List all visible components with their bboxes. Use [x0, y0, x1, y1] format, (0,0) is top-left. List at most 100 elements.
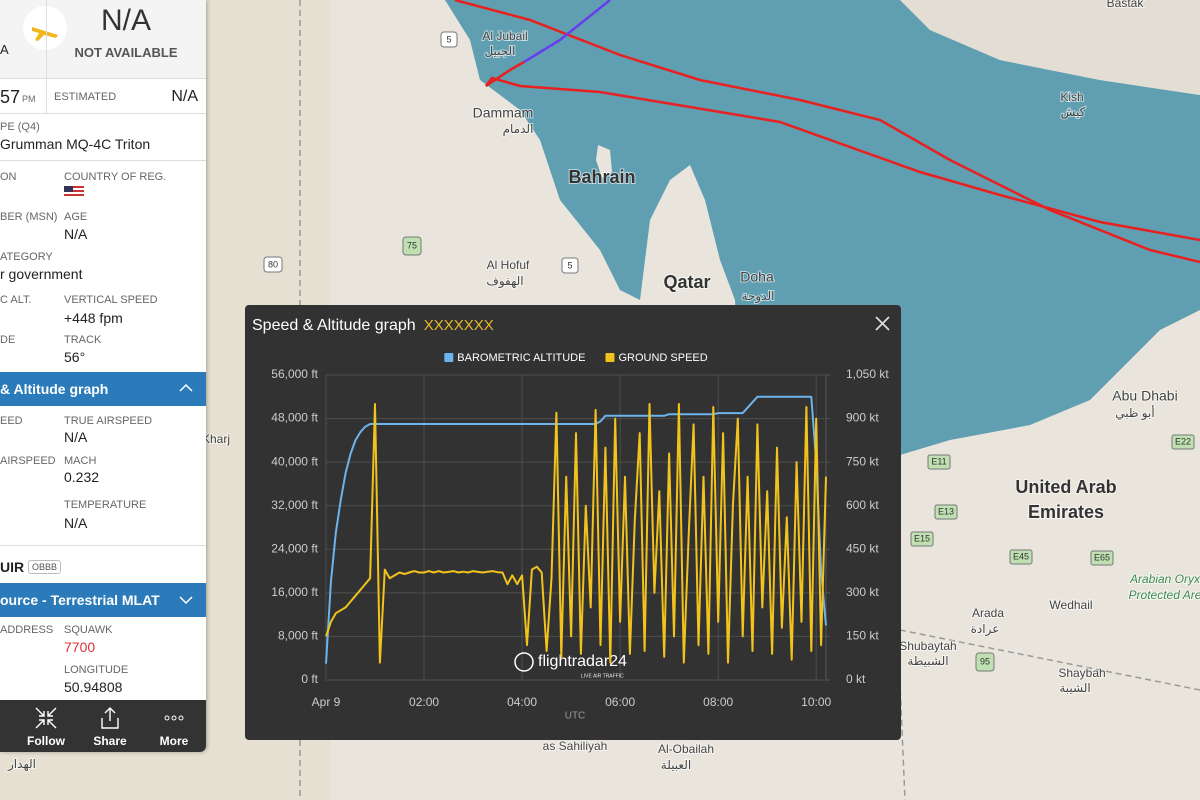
label: COUNTRY OF REG.	[64, 171, 167, 183]
label: C ALT.	[0, 294, 32, 306]
place: Dammam	[473, 105, 534, 121]
value: 50.94808	[64, 679, 123, 695]
status-sub: NOT AVAILABLE	[74, 45, 178, 60]
place: Bahrain	[568, 167, 635, 187]
y-tick-label: 16,000 ft	[271, 585, 318, 599]
road-number: 80	[268, 259, 278, 269]
x-tick-label: 06:00	[605, 695, 635, 709]
place: أبو ظبي	[1115, 405, 1154, 421]
y2-tick-label: 450 kt	[846, 541, 879, 555]
road-number: E22	[1175, 436, 1191, 446]
y2-tick-label: 150 kt	[846, 629, 879, 643]
label: ON	[0, 171, 17, 183]
flight-path	[454, 0, 1200, 264]
divider	[0, 160, 206, 161]
y2-tick-label: 900 kt	[846, 411, 879, 425]
place: Kharj	[202, 432, 230, 446]
section-header[interactable]	[0, 372, 206, 406]
road-number: E65	[1094, 552, 1110, 562]
share-icon[interactable]	[98, 706, 122, 730]
chart-title: Speed & Altitude graph	[252, 317, 416, 334]
place: الشيبة	[1059, 681, 1090, 695]
watermark-logo	[514, 652, 534, 672]
time-suffix: PM	[22, 94, 36, 104]
y2-tick-label: 0 kt	[846, 672, 866, 686]
section-title[interactable]: ource - Terrestrial MLAT	[0, 592, 160, 608]
legend-label: GROUND SPEED	[618, 352, 707, 364]
value: 56°	[64, 349, 86, 365]
road-number: 5	[446, 34, 451, 44]
watermark-sub: LIVE AIR TRAFFIC	[581, 673, 624, 679]
more-icon[interactable]	[162, 706, 186, 730]
label: TEMPERATURE	[64, 499, 147, 511]
y-tick-label: 40,000 ft	[271, 454, 318, 468]
value: +448 fpm	[64, 310, 123, 326]
x-tick-label: 08:00	[703, 695, 733, 709]
road-number: E13	[938, 506, 954, 516]
place: Bastak	[1107, 0, 1145, 10]
action-label[interactable]: Follow	[27, 734, 65, 748]
close-button[interactable]	[875, 316, 890, 331]
road-number: 5	[567, 260, 572, 270]
x-tick-label: 10:00	[801, 695, 831, 709]
y2-tick-label: 1,050 kt	[846, 367, 889, 381]
label: PE (Q4)	[0, 121, 40, 133]
divider	[0, 113, 206, 114]
value: 7700	[64, 639, 96, 655]
place: Qatar	[663, 272, 710, 292]
place: الجبيل	[484, 44, 515, 58]
collapse-icon[interactable]	[178, 382, 194, 394]
y2-tick-label: 300 kt	[846, 585, 879, 599]
y2-tick-label: 600 kt	[846, 498, 879, 512]
section-header[interactable]	[0, 583, 206, 617]
y-tick-label: 56,000 ft	[271, 367, 318, 381]
action-label[interactable]: Share	[93, 734, 127, 748]
aircraft-icon	[23, 6, 67, 50]
road-number: E11	[931, 456, 946, 466]
flight-path	[523, 0, 611, 64]
label: ATEGORY	[0, 251, 53, 263]
follow-icon[interactable]	[34, 706, 58, 730]
expand-icon[interactable]	[178, 594, 194, 606]
island	[596, 145, 612, 178]
legend-label: BAROMETRIC ALTITUDE	[457, 352, 585, 364]
label: ADDRESS	[0, 624, 54, 636]
x-axis-label: UTC	[565, 711, 586, 722]
label: AGE	[64, 211, 88, 223]
place: Shubaytah	[899, 639, 956, 653]
section-title[interactable]: & Altitude graph	[0, 381, 109, 397]
road-number: 95	[980, 656, 990, 666]
road-number: 75	[407, 240, 417, 250]
place: Wedhail	[1049, 598, 1092, 612]
badge: OBBB	[28, 560, 62, 574]
place: as Sahiliyah	[543, 739, 608, 753]
place: العبيلة	[661, 758, 691, 772]
place: Kish	[1060, 90, 1083, 104]
flag	[64, 186, 84, 198]
label: DE	[0, 334, 16, 346]
label: MACH	[64, 455, 97, 467]
label: LONGITUDE	[64, 664, 129, 676]
place: Arabian Oryx	[1129, 572, 1200, 586]
value: Grumman MQ-4C Triton	[0, 136, 151, 152]
value: r government	[0, 266, 83, 282]
place: United Arab	[1015, 477, 1116, 497]
label: ESTIMATED	[54, 91, 117, 103]
y-tick-label: 8,000 ft	[278, 629, 319, 643]
label: SQUAWK	[64, 624, 113, 636]
x-tick-label: 02:00	[409, 695, 439, 709]
y-tick-label: 0 ft	[301, 672, 318, 686]
label: BER (MSN)	[0, 211, 58, 223]
place: Al Hofuf	[487, 258, 530, 272]
label: VERTICAL SPEED	[64, 294, 158, 306]
action-label[interactable]: More	[159, 734, 189, 748]
place: الهفوف	[486, 274, 523, 289]
divider	[0, 545, 206, 546]
place: Doha	[740, 269, 774, 285]
value: N/A	[171, 88, 198, 105]
graph-popup: Speed & Altitude graph XXXXXXX UTC 0 ft 8…	[245, 305, 901, 740]
y-tick-label: 48,000 ft	[271, 411, 318, 425]
flight-panel: A N/A NOT AVAILABLE 57 PM ESTIMATED N/A …	[0, 0, 206, 752]
value: 0.232	[64, 469, 100, 485]
